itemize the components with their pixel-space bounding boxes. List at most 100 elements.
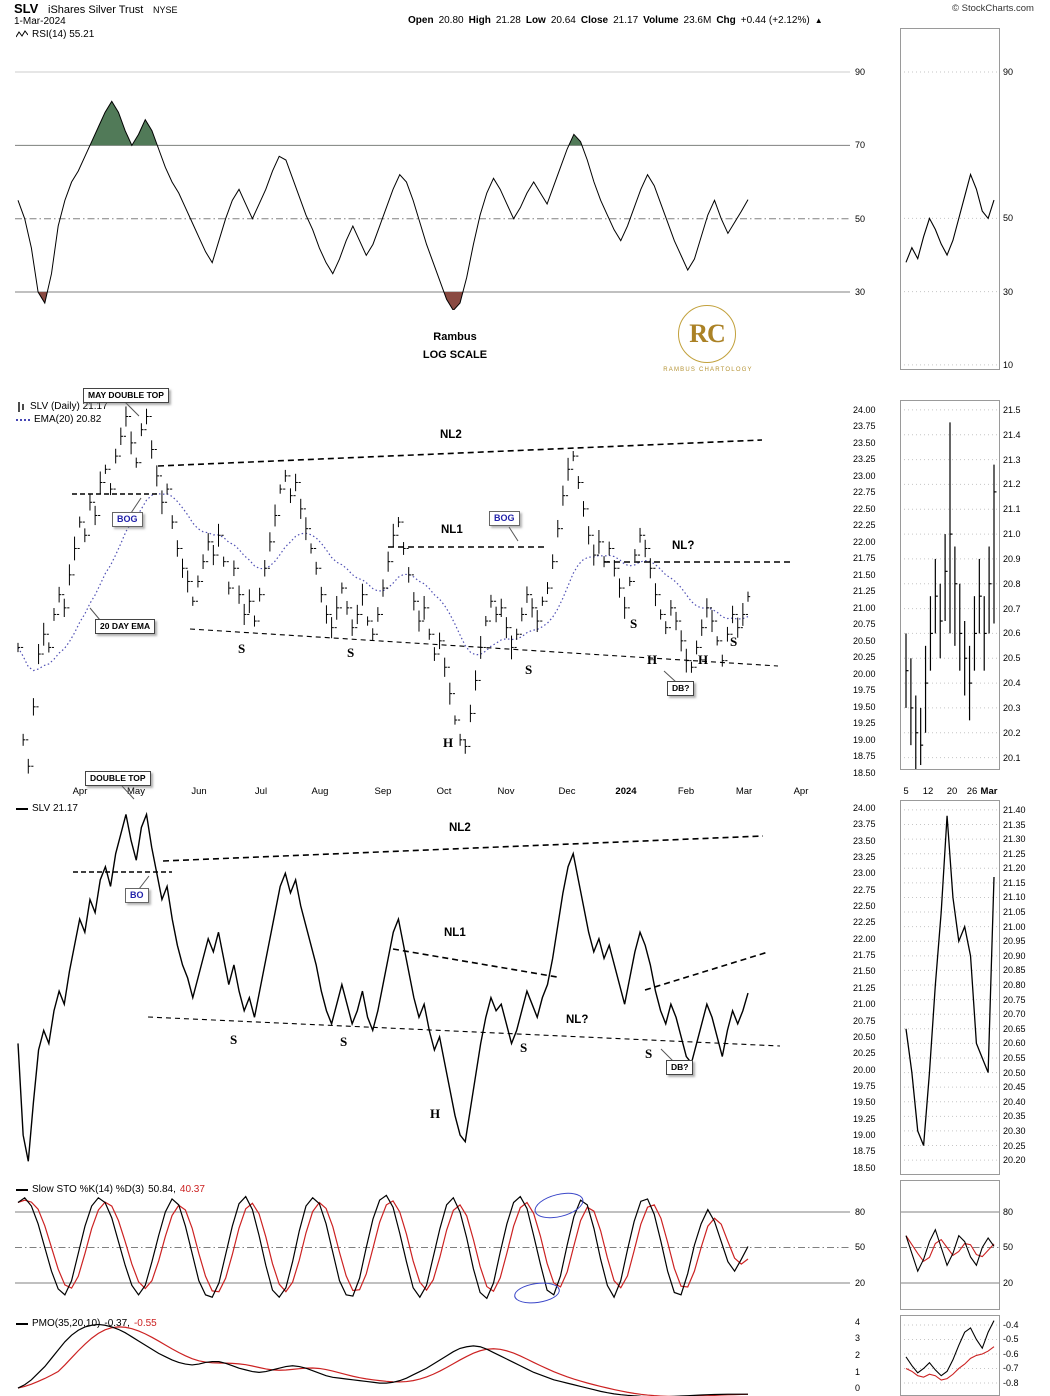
high-label: High — [468, 15, 491, 26]
pattern-letter: S — [347, 645, 355, 660]
weekly-legend-label: SLV 21.17 — [32, 803, 78, 814]
y-axis-tick: -0.6 — [1003, 1348, 1019, 1359]
rsi-legend-label: RSI(14) 55.21 — [32, 29, 95, 40]
ema-legend-label: EMA(20) 20.82 — [34, 414, 102, 425]
pattern-letter: S — [730, 634, 738, 649]
y-axis-tick: -0.4 — [1003, 1319, 1019, 1330]
y-axis-tick: 21.20 — [1003, 863, 1026, 874]
y-axis-tick: 23.00 — [853, 868, 876, 879]
exchange-label: NYSE — [153, 5, 178, 15]
y-axis-tick: 90 — [1003, 66, 1014, 77]
chg-label: Chg — [716, 15, 736, 26]
log-scale-note: LOG SCALE — [422, 349, 488, 361]
annotation-label: DOUBLE TOP — [85, 771, 151, 786]
month-label: Oct — [436, 786, 452, 797]
y-axis-tick: 20.65 — [1003, 1023, 1026, 1034]
rsi-plot — [15, 71, 850, 310]
month-label: Feb — [677, 786, 695, 797]
y-axis-tick: 20.40 — [1003, 1096, 1026, 1107]
copyright: © StockCharts.com — [952, 3, 1034, 14]
pattern-letter: S — [230, 1032, 238, 1047]
y-axis-tick: 4 — [855, 1316, 861, 1327]
month-label: Nov — [497, 786, 515, 797]
y-axis-tick: 20 — [855, 1278, 866, 1288]
y-axis-tick: 21.30 — [1003, 834, 1026, 845]
daily-legend-label: SLV (Daily) 21.17 — [30, 401, 108, 412]
y-axis-tick: 21.4 — [1003, 429, 1021, 440]
annotation-label: BOG — [489, 511, 520, 526]
y-axis-tick: 21.00 — [853, 602, 876, 613]
y-axis-tick: 19.50 — [853, 701, 876, 712]
y-axis-tick: 10 — [1003, 359, 1014, 370]
y-axis-tick: 20.30 — [1003, 1125, 1026, 1136]
y-axis-tick: 20.1 — [1003, 752, 1021, 763]
pattern-letter: S — [645, 1046, 653, 1061]
month-label: Jun — [191, 786, 207, 797]
y-axis-tick: 21.15 — [1003, 877, 1026, 888]
y-axis-tick: 21.25 — [853, 586, 876, 597]
pattern-letter: S — [525, 662, 533, 677]
y-axis-tick: 23.00 — [853, 470, 876, 481]
y-axis-tick: 20.50 — [853, 635, 876, 646]
close-value: 21.17 — [613, 15, 639, 26]
y-axis-tick: 20.60 — [1003, 1038, 1026, 1049]
y-axis-tick: 23.25 — [853, 851, 876, 862]
sto-mini-plot — [900, 1180, 1000, 1310]
y-axis-tick: 21.00 — [1003, 921, 1026, 932]
y-axis-tick: 20.25 — [1003, 1140, 1026, 1151]
y-axis-tick: 19.25 — [853, 718, 876, 729]
y-axis-tick: 21.0 — [1003, 529, 1021, 540]
y-axis-tick: 20.50 — [1003, 1067, 1026, 1078]
logo-caption: RAMBUS CHARTOLOGY — [663, 367, 753, 373]
daily-mini-plot — [900, 400, 1000, 770]
y-axis-tick: 22.25 — [853, 520, 876, 531]
pmo-legend: PMO(35,20,10) -0.37, -0.55 — [16, 1318, 157, 1329]
y-axis-tick: 22.50 — [853, 503, 876, 514]
sto-k-value: 50.84, — [148, 1184, 176, 1195]
mini-x-label: 26 — [966, 786, 978, 797]
volume-label: Volume — [643, 15, 679, 26]
y-axis-tick: 22.00 — [853, 536, 876, 547]
low-label: Low — [525, 15, 546, 26]
mini-x-label: 12 — [922, 786, 934, 797]
y-axis-tick: 22.50 — [853, 901, 876, 912]
y-axis-tick: 20.9 — [1003, 553, 1021, 564]
rsi-mini-plot — [900, 28, 1000, 370]
y-axis-tick: 20.4 — [1003, 678, 1021, 689]
y-axis-tick: 21.1 — [1003, 504, 1021, 515]
month-label: Aug — [311, 786, 329, 797]
y-axis-tick: 18.50 — [853, 1162, 876, 1173]
candlestick-icon — [18, 401, 24, 412]
y-axis-tick: 20.00 — [853, 1064, 876, 1075]
mini-x-label: Mar — [980, 786, 998, 797]
y-axis-tick: 20.7 — [1003, 603, 1021, 614]
y-axis-tick: 18.50 — [853, 767, 876, 778]
y-axis-tick: 20.70 — [1003, 1009, 1026, 1020]
y-axis-tick: 19.75 — [853, 685, 876, 696]
pmo-mini-plot — [900, 1315, 1000, 1396]
y-axis-tick: 21.25 — [853, 982, 876, 993]
annotation-label: MAY DOUBLE TOP — [83, 388, 169, 403]
y-axis-tick: 20.5 — [1003, 653, 1021, 664]
y-axis-tick: -0.7 — [1003, 1363, 1019, 1374]
y-axis-tick: 20.8 — [1003, 578, 1021, 589]
y-axis-tick: 19.00 — [853, 1130, 876, 1141]
y-axis-tick: 23.75 — [853, 421, 876, 432]
annotation-label: NL? — [672, 540, 695, 552]
pattern-letter: S — [340, 1034, 348, 1049]
y-axis-tick: 21.40 — [1003, 804, 1026, 815]
daily-plot — [17, 406, 751, 774]
sto-legend: Slow STO %K(14) %D(3) 50.84, 40.37 — [16, 1184, 205, 1195]
y-axis-tick: 21.10 — [1003, 892, 1026, 903]
pattern-letter: S — [630, 616, 638, 631]
sto-d-value: 40.37 — [179, 1184, 205, 1195]
month-label: Sep — [374, 786, 392, 797]
open-label: Open — [408, 15, 434, 26]
y-axis-tick: 20 — [1003, 1278, 1014, 1288]
y-axis-tick: 20.3 — [1003, 702, 1021, 713]
annotation-label: NL1 — [441, 524, 463, 536]
month-label: May — [127, 786, 145, 797]
line-icon — [16, 807, 28, 810]
y-axis-tick: 80 — [1003, 1206, 1014, 1217]
rsi-legend: RSI(14) 55.21 — [16, 29, 94, 40]
